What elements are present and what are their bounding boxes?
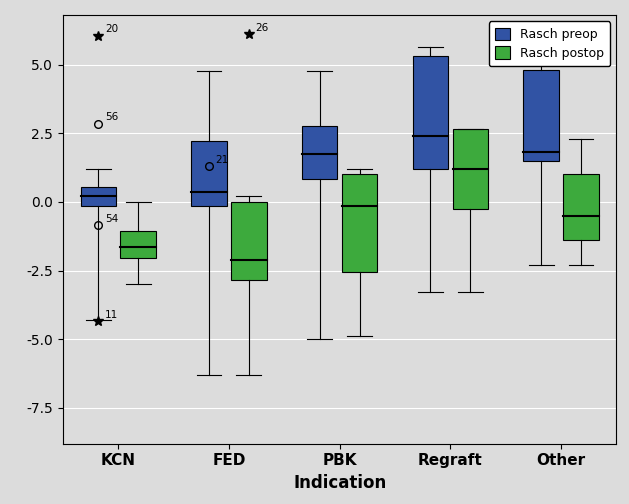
Text: 21: 21 — [216, 155, 229, 165]
Bar — [231, 202, 267, 280]
Text: 56: 56 — [105, 112, 118, 122]
Bar — [121, 231, 156, 258]
Bar — [413, 56, 448, 169]
Bar — [342, 174, 377, 272]
Bar — [453, 129, 488, 209]
Bar — [81, 187, 116, 206]
Bar — [302, 127, 337, 178]
Legend: Rasch preop, Rasch postop: Rasch preop, Rasch postop — [489, 21, 610, 66]
Bar — [523, 70, 559, 161]
Text: 11: 11 — [105, 310, 118, 320]
Text: 54: 54 — [105, 214, 118, 224]
Bar — [191, 142, 226, 206]
Text: 20: 20 — [105, 24, 118, 34]
Text: 26: 26 — [255, 23, 269, 33]
X-axis label: Indication: Indication — [293, 474, 386, 492]
Bar — [564, 174, 599, 240]
